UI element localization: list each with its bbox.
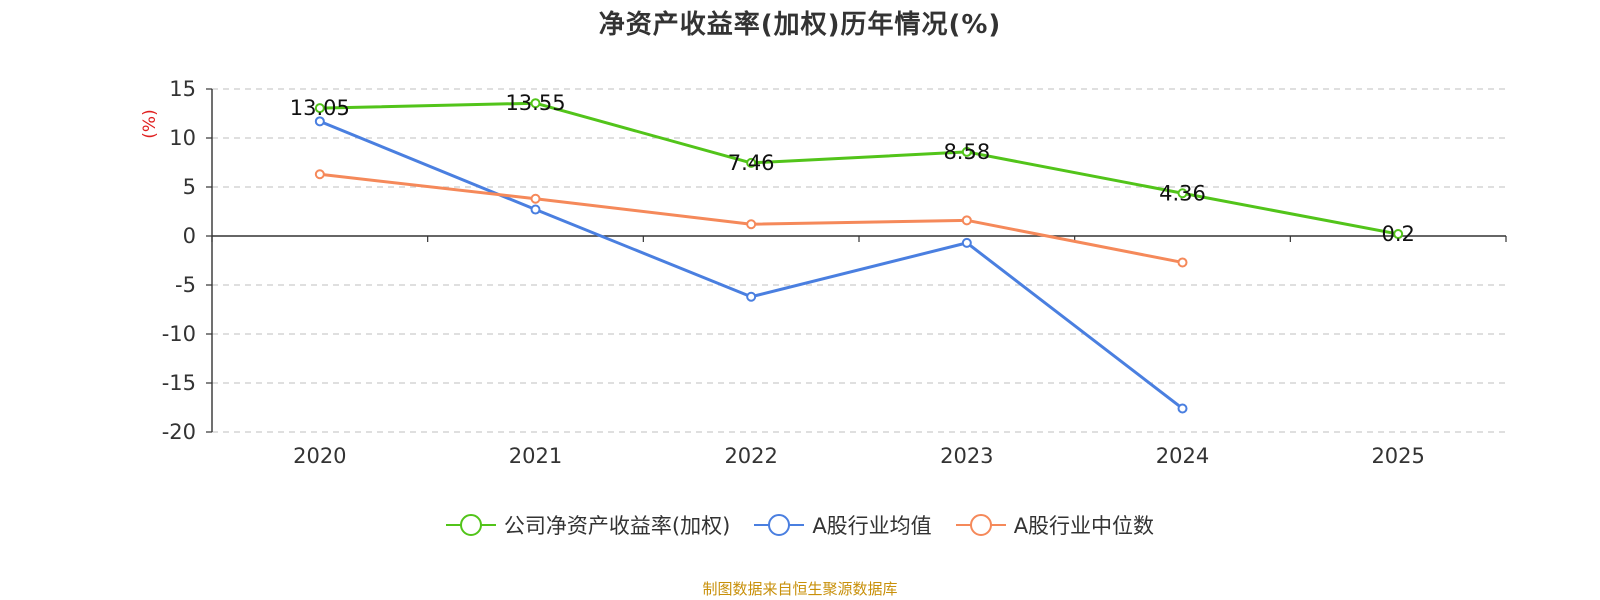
- legend-label: A股行业均值: [812, 514, 932, 538]
- data-point: [1393, 229, 1404, 240]
- y-axis-label: (%): [140, 109, 160, 138]
- legend-label: A股行业中位数: [1013, 514, 1155, 538]
- y-tick-label: -15: [162, 371, 196, 395]
- data-point: [530, 204, 541, 215]
- data-labels: 13.05 13.55 7.46 8.58 4.36 0.2: [290, 91, 1415, 246]
- y-tick-label: 10: [169, 126, 196, 150]
- data-point: [530, 98, 541, 109]
- y-tick-label: 5: [183, 175, 196, 199]
- legend-item[interactable]: A股行业均值: [754, 510, 932, 540]
- x-tick-label: 2025: [1371, 444, 1424, 468]
- data-point: [530, 193, 541, 204]
- legend-swatch: [754, 513, 805, 537]
- source-note: 制图数据来自恒生聚源数据库: [702, 580, 898, 598]
- data-label: 7.46: [728, 151, 775, 175]
- chart-title: 净资产收益率(加权)历年情况(%): [598, 10, 1002, 40]
- legend-label: 公司净资产收益率(加权): [503, 514, 731, 538]
- series-line-1: [319, 101, 1399, 236]
- x-tick-label: 2021: [509, 444, 562, 468]
- legend-item[interactable]: 公司净资产收益率(加权): [445, 510, 731, 540]
- y-tick-label: -5: [175, 273, 196, 297]
- data-label: 13.05: [290, 96, 350, 120]
- data-label: 4.36: [1159, 181, 1206, 205]
- data-label: 0.2: [1381, 222, 1414, 246]
- legend-item[interactable]: A股行业中位数: [955, 510, 1155, 540]
- x-tick-label: 2022: [724, 444, 777, 468]
- data-point: [961, 237, 972, 248]
- data-point: [1177, 403, 1188, 414]
- data-point: [746, 157, 757, 168]
- legend: 公司净资产收益率(加权) A股行业均值 A股行业中位数: [0, 510, 1600, 540]
- grid-lines: [212, 88, 1506, 433]
- x-tick-label: 2020: [293, 444, 346, 468]
- data-point: [746, 219, 757, 230]
- series-lines: [314, 98, 1404, 414]
- data-point: [961, 215, 972, 226]
- y-tick-label: -10: [162, 322, 196, 346]
- data-point: [746, 291, 757, 302]
- y-tick-label: 0: [183, 224, 196, 248]
- axes: [206, 88, 1507, 433]
- data-label: 8.58: [943, 140, 990, 164]
- data-label: 13.55: [505, 91, 565, 115]
- y-tick-labels: 15 10 5 0 -5 -10 -15 -20: [162, 77, 196, 444]
- y-tick-label: 15: [169, 77, 196, 101]
- x-tick-label: 2024: [1156, 444, 1209, 468]
- y-tick-label: -20: [162, 420, 196, 444]
- data-point: [961, 146, 972, 157]
- data-point: [1177, 188, 1188, 199]
- data-point: [314, 169, 325, 180]
- data-point: [314, 103, 325, 114]
- legend-swatch: [955, 513, 1006, 537]
- legend-swatch: [445, 513, 496, 537]
- x-tick-label: 2023: [940, 444, 993, 468]
- data-point: [1177, 257, 1188, 268]
- data-point: [314, 116, 325, 127]
- x-tick-labels: 2020 2021 2022 2023 2024 2025: [293, 444, 1425, 468]
